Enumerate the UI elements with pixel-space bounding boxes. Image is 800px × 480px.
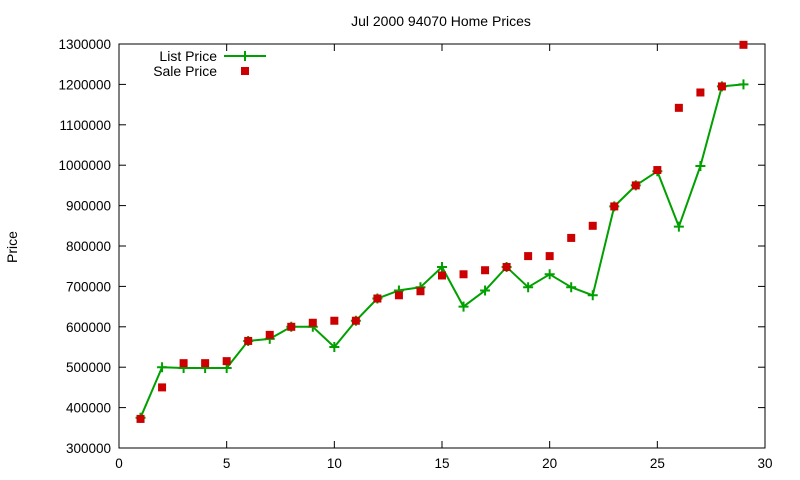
list-price-point [480, 285, 491, 296]
sale-price-point [653, 166, 662, 175]
axis-ticks: 0 5 10 15 20 25 30 300000 400000 500000 600000 7000… [58, 37, 772, 471]
list-price-point [523, 282, 534, 293]
sale-price-point [308, 318, 317, 327]
y-tick-label: 600000 [66, 320, 111, 335]
legend-marker-sale-price [241, 67, 249, 75]
sale-price-point [674, 103, 683, 112]
x-tick-label: 0 [115, 456, 123, 471]
series-layer [135, 40, 749, 423]
list-price-point [695, 161, 706, 172]
y-tick-label: 700000 [66, 279, 111, 294]
sale-price-point [351, 316, 360, 325]
sale-price-point [739, 40, 748, 49]
y-tick-label: 1000000 [58, 158, 111, 173]
legend-label-list-price: List Price [159, 48, 217, 64]
list-price-point [458, 301, 469, 312]
chart-title: Jul 2000 94070 Home Prices [351, 13, 531, 29]
sale-price-point [373, 294, 382, 303]
legend-label-sale-price: Sale Price [153, 63, 217, 79]
sale-price-point [524, 252, 533, 261]
y-tick-label: 1200000 [58, 77, 111, 92]
series-list-price [135, 79, 749, 423]
sale-price-point [394, 291, 403, 300]
sale-price-point [502, 263, 511, 272]
list-price-point [738, 79, 749, 90]
legend-marker-list-price [240, 51, 250, 61]
sale-price-point [244, 336, 253, 345]
y-tick-label: 500000 [66, 360, 111, 375]
y-tick-label: 400000 [66, 401, 111, 416]
sale-price-point [696, 88, 705, 97]
sale-price-point [459, 270, 468, 279]
x-tick-label: 25 [650, 456, 665, 471]
x-tick-label: 30 [757, 456, 772, 471]
y-tick-label: 1100000 [59, 118, 111, 133]
x-tick-label: 20 [542, 456, 557, 471]
legend: List Price Sale Price [153, 48, 266, 79]
series-sale-price [136, 40, 748, 423]
sale-price-point [481, 266, 490, 275]
sale-price-point [136, 414, 145, 423]
y-tick-label: 900000 [66, 199, 111, 214]
list-price-point [437, 262, 447, 273]
sale-price-point [717, 82, 726, 91]
sale-price-point [179, 359, 188, 368]
x-tick-label: 10 [327, 456, 342, 471]
list-price-point [587, 290, 598, 301]
list-price-point [566, 282, 577, 293]
sale-price-point [588, 221, 597, 230]
list-price-point [544, 269, 555, 280]
plot-area-border [118, 43, 766, 449]
sale-price-point [265, 330, 274, 339]
sale-price-point [631, 181, 640, 190]
sale-price-point [416, 287, 425, 296]
sale-price-point [222, 357, 231, 366]
list-price-point [673, 221, 684, 232]
sale-price-point [330, 316, 339, 325]
sale-price-point [610, 202, 619, 211]
sale-price-point [545, 252, 554, 261]
list-price-point [329, 342, 340, 352]
x-tick-label: 5 [223, 456, 231, 471]
sale-price-point [567, 233, 576, 242]
y-axis-label: Price [4, 231, 20, 263]
sale-price-point [438, 271, 446, 280]
y-tick-label: 300000 [66, 441, 111, 456]
x-tick-label: 15 [434, 456, 449, 471]
list-price-point [157, 362, 168, 373]
sale-price-point [287, 322, 296, 331]
sale-price-point [158, 383, 167, 392]
y-tick-label: 800000 [66, 239, 111, 254]
y-tick-label: 1300000 [58, 37, 111, 52]
sale-price-point [201, 359, 210, 368]
